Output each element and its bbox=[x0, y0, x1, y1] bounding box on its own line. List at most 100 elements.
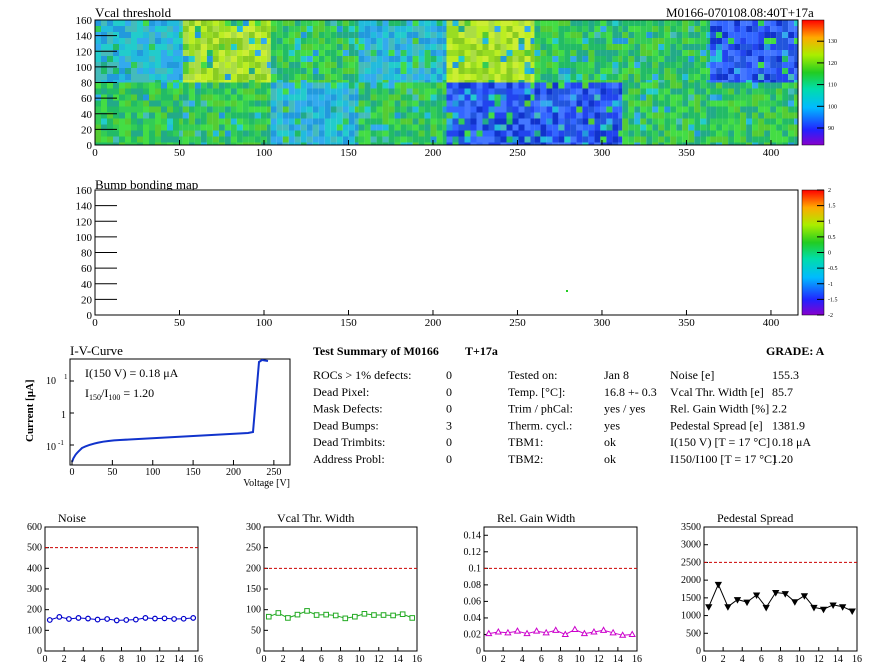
data-point bbox=[171, 616, 177, 622]
x-tick-label: 0 bbox=[482, 654, 487, 665]
summary-label: ROCs > 1% defects: bbox=[313, 368, 411, 382]
x-tick-label: 10 bbox=[795, 654, 805, 665]
z-tick-label: 1 bbox=[828, 219, 831, 225]
y-tick-label: 0.12 bbox=[464, 547, 482, 558]
z-tick-label: -0.5 bbox=[828, 266, 838, 272]
y-tick-label: 160 bbox=[76, 185, 93, 197]
vcal-roc-tile bbox=[622, 82, 711, 145]
x-tick-label: 16 bbox=[193, 654, 203, 665]
x-tick-label: 150 bbox=[340, 147, 357, 159]
vcal-roc-tile bbox=[95, 20, 183, 83]
summary-label: I(150 V) [T = 17 °C] bbox=[670, 435, 770, 449]
data-point bbox=[772, 590, 780, 597]
data-point bbox=[752, 592, 761, 600]
y-tick-label: 300 bbox=[27, 584, 42, 595]
summary-value: 3 bbox=[446, 418, 452, 432]
summary-label: Vcal Thr. Width [e] bbox=[670, 385, 764, 399]
data-point bbox=[85, 615, 91, 622]
data-point bbox=[494, 627, 502, 635]
x-tick-label: 50 bbox=[174, 317, 186, 329]
bump-bonding-map: Bump bonding map 0 50 100 150 200 250 300 350 40… bbox=[76, 177, 838, 329]
data-point bbox=[390, 612, 396, 619]
x-tick-label: 12 bbox=[594, 654, 604, 665]
x-tick-label: 8 bbox=[119, 654, 124, 665]
y-tick-label: 100 bbox=[76, 232, 93, 244]
summary-value: 0 bbox=[446, 385, 452, 399]
data-point bbox=[180, 615, 187, 622]
y-tick-label: 2500 bbox=[681, 557, 701, 568]
x-tick-label: 200 bbox=[425, 317, 442, 329]
data-point bbox=[123, 617, 130, 623]
y-tick-label: 100 bbox=[246, 605, 261, 616]
y-tick-label: 500 bbox=[686, 628, 701, 639]
data-point bbox=[714, 581, 722, 589]
x-tick-label: 350 bbox=[678, 147, 695, 159]
x-tick-label: 12 bbox=[155, 654, 165, 665]
data-point bbox=[724, 604, 732, 611]
x-tick-label: 300 bbox=[594, 317, 611, 329]
summary-grade: GRADE: A bbox=[766, 344, 825, 358]
data-point bbox=[66, 616, 72, 622]
series-line bbox=[488, 628, 633, 636]
x-tick-label: 4 bbox=[300, 654, 305, 665]
data-point bbox=[285, 615, 291, 621]
data-point bbox=[762, 604, 770, 612]
iv-annotation-ratio: I150/I100 = 1.20 bbox=[85, 386, 154, 402]
y-tick-label: 50 bbox=[251, 625, 261, 636]
plot-title: Rel. Gain Width bbox=[497, 511, 575, 525]
summary-label: TBM2: bbox=[508, 452, 543, 466]
data-point bbox=[399, 611, 406, 618]
vcal-map-y-axis: 0 20 40 60 80 100 120 140 160 bbox=[76, 15, 117, 152]
y-tick-label: 160 bbox=[76, 15, 93, 27]
x-tick-label: 300 bbox=[594, 147, 611, 159]
iv-x-tick-label: 150 bbox=[186, 467, 201, 478]
z-tick-label: 130 bbox=[828, 39, 837, 45]
data-point bbox=[829, 602, 837, 609]
x-tick-label: 10 bbox=[575, 654, 585, 665]
summary-label: Trim / phCal: bbox=[508, 402, 573, 416]
iv-annotation-current: I(150 V) = 0.18 μA bbox=[85, 366, 179, 380]
module-id-label: M0166-070108.08:40T+17a bbox=[666, 5, 814, 20]
y-tick-label: 100 bbox=[27, 625, 42, 636]
summary-plot-4: Pedestal Spread 0 2 4 6 8 10 12 14 16 0 500 1000 1500… bbox=[681, 511, 862, 665]
x-tick-label: 50 bbox=[174, 147, 186, 159]
x-tick-label: 14 bbox=[174, 654, 184, 665]
iv-curve-line bbox=[71, 358, 269, 463]
bump-map-title: Bump bonding map bbox=[95, 177, 198, 192]
vcal-roc-tile bbox=[446, 20, 535, 83]
data-point bbox=[810, 604, 818, 612]
x-tick-label: 250 bbox=[509, 147, 526, 159]
vcal-roc-tile bbox=[534, 82, 623, 145]
summary-plot-2: Vcal Thr. Width 0 2 4 6 8 10 12 14 16 0 50 100 150 200… bbox=[246, 511, 422, 665]
y-tick-label: 200 bbox=[246, 563, 261, 574]
summary-value: 0 bbox=[446, 452, 452, 466]
y-tick-label: 0 bbox=[87, 310, 93, 322]
summary-label: Address Probl: bbox=[313, 452, 385, 466]
y-tick-label: 600 bbox=[27, 522, 42, 533]
data-point bbox=[113, 617, 120, 624]
iv-ytick-10-exp: 1 bbox=[64, 373, 68, 381]
x-tick-label: 150 bbox=[340, 317, 357, 329]
data-point bbox=[705, 604, 713, 611]
series-line bbox=[268, 610, 413, 619]
vcal-roc-tile bbox=[270, 20, 359, 83]
data-point bbox=[800, 593, 809, 600]
summary-label: Dead Bumps: bbox=[313, 418, 379, 432]
plot-frame bbox=[263, 526, 418, 652]
test-summary: Test Summary of M0166 T+17a GRADE: A ROC… bbox=[313, 344, 825, 466]
summary-value: 0.18 μA bbox=[772, 435, 811, 449]
z-tick-label: 100 bbox=[828, 104, 837, 110]
iv-title: I-V-Curve bbox=[70, 343, 123, 358]
vcal-roc-tile bbox=[182, 20, 271, 83]
iv-x-tick-label: 0 bbox=[70, 467, 75, 478]
data-point bbox=[304, 608, 310, 614]
x-tick-label: 2 bbox=[281, 654, 286, 665]
data-point bbox=[380, 612, 387, 618]
summary-value: yes bbox=[604, 418, 620, 432]
summary-value: 0 bbox=[446, 435, 452, 449]
iv-plot-frame bbox=[69, 358, 291, 466]
plot-frame bbox=[44, 526, 199, 652]
y-tick-label: 100 bbox=[76, 62, 93, 74]
